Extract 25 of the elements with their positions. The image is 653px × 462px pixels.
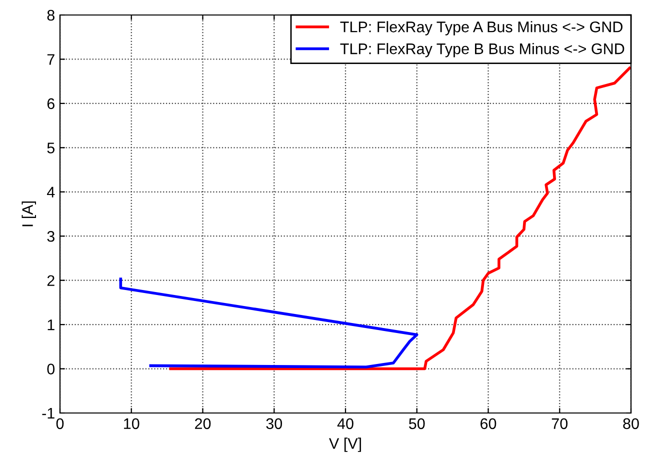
- y-tick-label: 3: [47, 230, 54, 242]
- y-tick-label: 0: [47, 364, 55, 374]
- x-tick-label: 30: [266, 418, 282, 430]
- x-tick-label: 10: [124, 418, 140, 430]
- y-tick-label: 4: [46, 186, 55, 198]
- legend-label: TLP: FlexRay Type A Bus Minus <-> GND: [340, 21, 622, 36]
- y-tick-label: 8: [47, 10, 54, 21]
- x-tick-label: 80: [623, 418, 639, 430]
- x-tick-label: 20: [195, 418, 211, 430]
- line-series: [119, 278, 418, 368]
- legend-label: TLP: FlexRay Type B Bus Minus <-> GND: [340, 42, 624, 58]
- line-series: [169, 66, 631, 370]
- y-tick-label: 2: [47, 275, 54, 286]
- y-tick-label: 5: [47, 142, 54, 154]
- x-tick-label: 60: [480, 418, 496, 430]
- x-tick-label: 40: [337, 418, 354, 430]
- y-axis-title: I [A]: [22, 202, 36, 226]
- x-tick-label: 70: [552, 418, 568, 430]
- x-tick-label: 50: [408, 418, 425, 430]
- x-axis-title: V [V]: [329, 438, 361, 452]
- y-tick-label: 1: [48, 320, 54, 330]
- y-tick-label: 7: [47, 54, 54, 65]
- y-tick-label: 6: [47, 98, 54, 110]
- y-tick-label: -1: [42, 408, 54, 419]
- x-tick-label: 0: [56, 418, 64, 430]
